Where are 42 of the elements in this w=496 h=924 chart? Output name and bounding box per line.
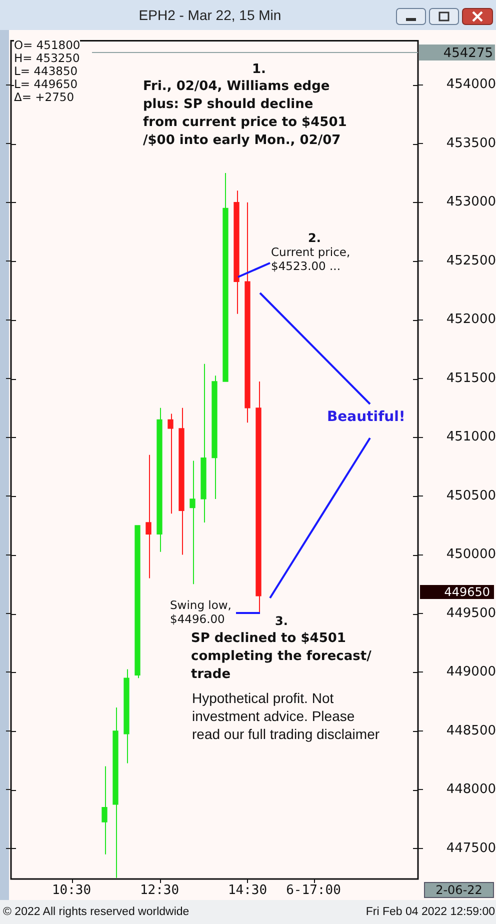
text: 449650 bbox=[420, 585, 494, 599]
y-tick-label: 447500 bbox=[446, 840, 496, 856]
annotation: Δ= +2750 bbox=[14, 90, 74, 104]
y-tick-label: 448500 bbox=[446, 723, 496, 738]
x-tick-label: 6-17:00 bbox=[286, 883, 341, 898]
text: Fri Feb 04 2022 12:59:00 bbox=[366, 906, 495, 918]
annotation: L= 443850 bbox=[14, 64, 78, 78]
candlestick bbox=[168, 413, 174, 514]
ref-line-label: 454275 bbox=[443, 46, 493, 61]
annotation: 3. bbox=[275, 614, 288, 628]
text: 2-06-22 bbox=[424, 882, 494, 898]
annotation: O= 451800 bbox=[14, 38, 80, 52]
annotation: 1. bbox=[252, 62, 266, 77]
candlestick bbox=[102, 766, 108, 855]
x-tick-label: 14:30 bbox=[228, 883, 268, 898]
candlestick bbox=[146, 454, 152, 579]
text: © 2022 All rights reserved worldwide bbox=[3, 906, 190, 918]
annotation: Hypothetical profit. Not investment advice. Please read our full trading disclaimer bbox=[192, 689, 380, 743]
annotation: SP declined to $4501 completing the forecast/ trade bbox=[191, 630, 372, 684]
y-tick-label: 449500 bbox=[446, 606, 496, 621]
y-tick-label: 451500 bbox=[446, 370, 496, 386]
y-tick-label: 454000 bbox=[446, 77, 496, 92]
annotation: Swing low, $4496.00 bbox=[170, 598, 232, 626]
y-tick-label: 452500 bbox=[446, 253, 496, 268]
x-tick-label: 12:30 bbox=[140, 883, 180, 898]
y-tick-label: 452000 bbox=[446, 312, 496, 328]
annotation: 2. bbox=[308, 231, 321, 245]
annotation: H= 453250 bbox=[14, 51, 80, 65]
y-tick-label: 448000 bbox=[446, 782, 496, 798]
annotation: L= 449650 bbox=[14, 77, 78, 91]
annotation: Beautiful! bbox=[327, 409, 406, 425]
x-tick-label: 10:30 bbox=[52, 883, 92, 898]
y-tick-label: 450500 bbox=[446, 488, 496, 504]
y-tick-label: 449000 bbox=[446, 664, 496, 680]
y-tick-label: 453000 bbox=[446, 194, 496, 210]
annotation: Current price, $4523.00 ... bbox=[271, 245, 350, 273]
y-tick-label: 453500 bbox=[446, 136, 496, 151]
candlestick bbox=[190, 460, 196, 585]
y-tick-label: 451000 bbox=[446, 430, 496, 445]
annotation: Fri., 02/04, Williams edge plus: SP should decline from current price to $4501 /$00 into early Mon., 02/07 bbox=[143, 78, 347, 150]
chart-title: EPH2 - Mar 22, 15 Min bbox=[138, 7, 282, 23]
y-tick-label: 450000 bbox=[446, 547, 496, 562]
